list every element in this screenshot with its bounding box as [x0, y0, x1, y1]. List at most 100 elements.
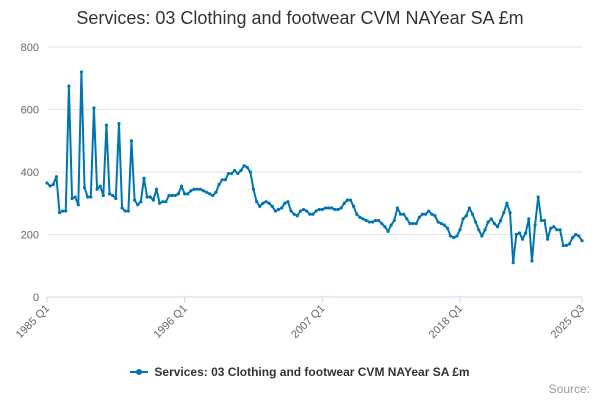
- data-point[interactable]: [61, 209, 65, 213]
- data-point[interactable]: [311, 212, 315, 216]
- data-point[interactable]: [433, 214, 437, 218]
- data-point[interactable]: [201, 189, 206, 193]
- data-point[interactable]: [549, 226, 553, 230]
- data-point[interactable]: [564, 243, 568, 248]
- data-point[interactable]: [158, 201, 162, 205]
- data-point[interactable]: [170, 193, 174, 198]
- data-point[interactable]: [377, 218, 381, 223]
- data-point[interactable]: [104, 123, 109, 127]
- data-point[interactable]: [192, 187, 196, 191]
- data-point[interactable]: [380, 221, 384, 226]
- data-point[interactable]: [86, 195, 90, 199]
- data-point[interactable]: [179, 184, 184, 188]
- data-point[interactable]: [82, 186, 87, 190]
- data-point[interactable]: [339, 206, 343, 210]
- data-point[interactable]: [458, 228, 462, 232]
- data-point[interactable]: [317, 207, 321, 212]
- data-point[interactable]: [442, 223, 446, 227]
- data-point[interactable]: [405, 217, 409, 221]
- data-point[interactable]: [511, 261, 515, 265]
- data-point[interactable]: [455, 234, 459, 238]
- data-point[interactable]: [320, 207, 324, 212]
- data-point[interactable]: [336, 207, 340, 212]
- data-point[interactable]: [530, 259, 534, 263]
- data-point[interactable]: [417, 215, 421, 219]
- data-point[interactable]: [217, 182, 221, 187]
- data-point[interactable]: [236, 171, 240, 176]
- data-point[interactable]: [133, 198, 137, 202]
- data-point[interactable]: [198, 187, 202, 191]
- data-point[interactable]: [248, 170, 252, 174]
- data-point[interactable]: [208, 192, 212, 196]
- data-point[interactable]: [92, 106, 96, 110]
- data-point[interactable]: [524, 231, 528, 235]
- data-point[interactable]: [489, 217, 493, 221]
- data-point[interactable]: [154, 187, 159, 191]
- data-point[interactable]: [348, 198, 353, 202]
- data-point[interactable]: [120, 206, 124, 210]
- data-point[interactable]: [301, 207, 306, 212]
- data-point[interactable]: [430, 212, 434, 216]
- data-point[interactable]: [427, 209, 431, 213]
- data-point[interactable]: [173, 193, 177, 198]
- data-point[interactable]: [567, 242, 572, 246]
- data-point[interactable]: [542, 218, 547, 223]
- data-point[interactable]: [51, 182, 55, 187]
- data-point[interactable]: [255, 200, 259, 204]
- data-point[interactable]: [183, 192, 187, 196]
- data-point[interactable]: [364, 218, 368, 223]
- data-point[interactable]: [114, 196, 118, 201]
- data-point[interactable]: [223, 178, 227, 182]
- credits-source[interactable]: Source:: [548, 382, 590, 396]
- data-point[interactable]: [474, 220, 478, 224]
- data-point[interactable]: [370, 220, 374, 224]
- data-point[interactable]: [267, 201, 271, 205]
- data-point[interactable]: [273, 209, 277, 213]
- data-point[interactable]: [492, 221, 496, 226]
- data-point[interactable]: [64, 209, 68, 213]
- data-point[interactable]: [402, 212, 406, 216]
- data-point[interactable]: [126, 209, 130, 213]
- data-point[interactable]: [499, 218, 503, 223]
- data-point[interactable]: [577, 234, 581, 238]
- data-point[interactable]: [111, 193, 115, 198]
- data-point[interactable]: [270, 204, 274, 208]
- data-point[interactable]: [139, 200, 143, 204]
- data-point[interactable]: [480, 234, 484, 238]
- data-point[interactable]: [552, 225, 556, 229]
- data-point[interactable]: [286, 200, 290, 204]
- data-point[interactable]: [305, 209, 309, 213]
- data-point[interactable]: [101, 193, 105, 198]
- data-point[interactable]: [323, 206, 328, 210]
- data-point[interactable]: [558, 228, 562, 232]
- data-point[interactable]: [195, 187, 199, 191]
- data-point[interactable]: [70, 196, 74, 201]
- data-point[interactable]: [355, 212, 359, 216]
- data-point[interactable]: [352, 204, 356, 208]
- data-point[interactable]: [136, 203, 140, 207]
- data-point[interactable]: [151, 198, 155, 202]
- data-point[interactable]: [452, 236, 456, 240]
- data-point[interactable]: [514, 232, 518, 237]
- data-point[interactable]: [220, 178, 224, 182]
- data-point[interactable]: [574, 232, 578, 237]
- data-point[interactable]: [536, 195, 540, 199]
- data-point[interactable]: [358, 215, 362, 219]
- data-point[interactable]: [545, 237, 550, 241]
- data-point[interactable]: [167, 193, 171, 198]
- data-point[interactable]: [229, 171, 234, 176]
- data-point[interactable]: [264, 200, 268, 204]
- data-point[interactable]: [386, 229, 390, 233]
- data-point[interactable]: [367, 220, 371, 224]
- data-point[interactable]: [129, 139, 134, 143]
- data-point[interactable]: [117, 121, 121, 126]
- data-point[interactable]: [461, 217, 465, 221]
- data-point[interactable]: [283, 201, 287, 205]
- data-point[interactable]: [292, 212, 296, 216]
- data-point[interactable]: [408, 221, 412, 226]
- data-point[interactable]: [239, 168, 243, 173]
- data-point[interactable]: [508, 211, 512, 215]
- data-point[interactable]: [95, 187, 99, 191]
- data-point[interactable]: [57, 211, 62, 215]
- data-point[interactable]: [520, 237, 525, 241]
